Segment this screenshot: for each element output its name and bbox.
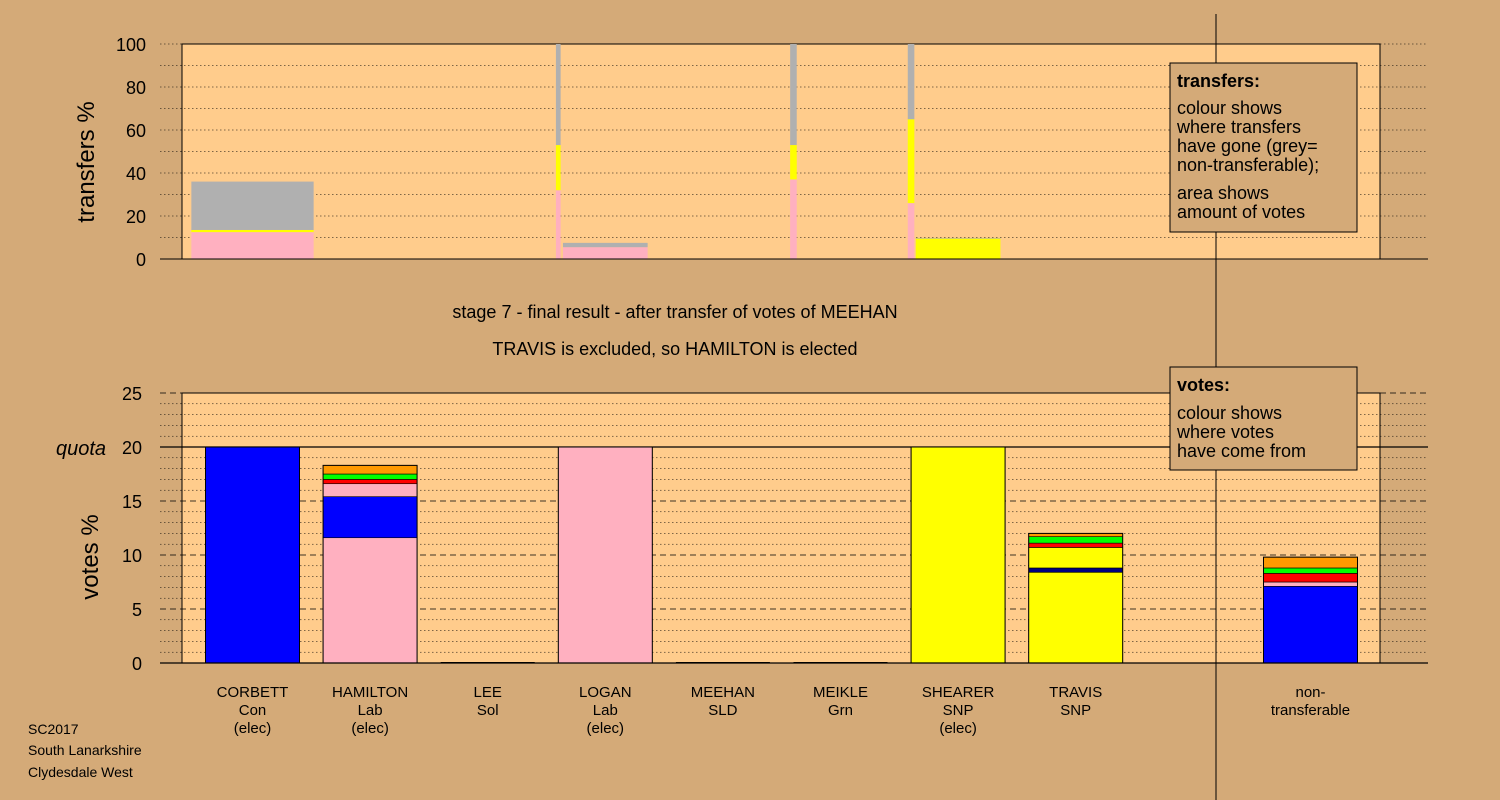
candidate-status: (elec)	[234, 720, 272, 737]
vote-bar-segment	[322, 483, 418, 497]
transfers-legend-title: transfers:	[1177, 71, 1260, 91]
votes-legend-line: colour shows	[1177, 403, 1282, 423]
votes-legend-box	[1169, 366, 1358, 471]
candidate-name: MEIKLE	[813, 684, 868, 701]
transfer-bar-segment	[562, 247, 648, 259]
vote-bar-segment	[1263, 573, 1358, 583]
footer-ward: Clydesdale West	[28, 764, 133, 780]
candidate-party: SNP	[943, 702, 974, 719]
vote-bar-segment	[1028, 571, 1123, 664]
votes-axis-label: votes %	[77, 514, 104, 599]
transfers-legend-box	[1169, 62, 1358, 233]
vote-bar-segment	[910, 446, 1006, 664]
vote-bar-segment	[322, 473, 418, 480]
transfers-tick-label: 40	[126, 164, 146, 184]
transfer-bar-segment	[555, 145, 561, 191]
footer-council: South Lanarkshire	[28, 742, 142, 758]
vote-bar-segment	[1028, 547, 1123, 569]
vote-bar-segment	[557, 446, 653, 664]
votes-tick-label: 10	[122, 546, 142, 566]
transfer-bar-segment	[191, 181, 314, 230]
candidate-party: Sol	[477, 702, 499, 719]
candidate-name: LOGAN	[579, 684, 632, 701]
candidate-party: Grn	[828, 702, 853, 719]
transfers-tick-label: 80	[126, 78, 146, 98]
transfers-tick-label: 100	[116, 35, 146, 55]
vote-bar-segment	[322, 465, 418, 475]
vote-bar-segment	[1263, 581, 1358, 587]
vote-bar-segment	[322, 537, 418, 664]
transfers-tick-label: 60	[126, 121, 146, 141]
vote-bar-segment	[1028, 542, 1123, 548]
candidate-party: Lab	[358, 702, 383, 719]
candidate-status: (elec)	[939, 720, 977, 737]
candidate-status: (elec)	[351, 720, 389, 737]
transfers-legend-line: amount of votes	[1177, 202, 1305, 222]
candidate-status: (elec)	[587, 720, 625, 737]
nontransferable-label: transferable	[1271, 702, 1350, 719]
transfers-legend-line: non-transferable);	[1177, 155, 1319, 175]
votes-tick-label: 15	[122, 492, 142, 512]
transfer-bar-segment	[790, 145, 797, 180]
candidate-name: MEEHAN	[691, 684, 755, 701]
votes-tick-label: 5	[132, 600, 142, 620]
candidate-name: SHEARER	[922, 684, 995, 701]
stage-title: stage 7 - final result - after transfer …	[452, 302, 897, 322]
votes-tick-label: 25	[122, 384, 142, 404]
transfer-bar-segment	[191, 229, 314, 233]
vote-bar-segment	[1263, 556, 1358, 569]
candidate-name: LEE	[474, 684, 502, 701]
stage-subtitle: TRAVIS is excluded, so HAMILTON is elect…	[492, 339, 857, 359]
votes-legend: votes: colour shows where votes have com…	[1169, 366, 1358, 471]
transfer-bar-segment	[907, 119, 915, 204]
votes-legend-title: votes:	[1177, 375, 1230, 395]
transfers-axis-label: transfers %	[73, 101, 100, 222]
vote-bar-segment	[322, 496, 418, 539]
transfers-tick-label: 0	[136, 250, 146, 270]
footer-election: SC2017	[28, 721, 79, 737]
votes-tick-label: 0	[132, 654, 142, 674]
transfers-legend-line: area shows	[1177, 183, 1269, 203]
transfers-tick-label: 20	[126, 207, 146, 227]
transfer-bar-segment	[555, 190, 561, 259]
candidate-name: HAMILTON	[332, 684, 408, 701]
quota-label: quota	[56, 438, 106, 460]
votes-legend-line: have come from	[1177, 441, 1306, 461]
candidate-party: SNP	[1060, 702, 1091, 719]
transfer-bar-segment	[191, 232, 314, 259]
transfer-bar-segment	[907, 44, 915, 120]
vote-bar-segment	[322, 479, 418, 485]
nontransferable-label: non-	[1295, 684, 1325, 701]
candidate-name: TRAVIS	[1049, 684, 1102, 701]
candidate-name: CORBETT	[217, 684, 289, 701]
vote-bar-segment	[1028, 536, 1123, 544]
transfers-legend: transfers: colour shows where transfers …	[1169, 62, 1358, 233]
candidate-party: Con	[239, 702, 267, 719]
vote-bar-segment	[205, 446, 300, 664]
transfer-bar-segment	[555, 44, 561, 146]
vote-bar-segment	[1028, 567, 1123, 573]
transfer-bar-segment	[915, 237, 1001, 239]
candidate-party: SLD	[708, 702, 737, 719]
transfers-legend-line: where transfers	[1176, 117, 1301, 137]
votes-legend-line: where votes	[1176, 422, 1274, 442]
transfers-legend-line: have gone (grey=	[1177, 136, 1318, 156]
transfer-bar-segment	[907, 203, 915, 259]
votes-chart: 0510152025quotaCORBETTCon(elec)HAMILTONL…	[56, 384, 1428, 737]
transfers-legend-line: colour shows	[1177, 98, 1282, 118]
vote-bar-segment	[1263, 586, 1358, 664]
transfer-bar-segment	[790, 44, 797, 146]
votes-tick-label: 20	[122, 438, 142, 458]
transfer-bar-segment	[790, 179, 797, 259]
candidate-party: Lab	[593, 702, 618, 719]
transfer-bar-segment	[562, 242, 648, 248]
transfer-bar-segment	[915, 238, 1001, 259]
vote-bar-segment	[1263, 567, 1358, 574]
